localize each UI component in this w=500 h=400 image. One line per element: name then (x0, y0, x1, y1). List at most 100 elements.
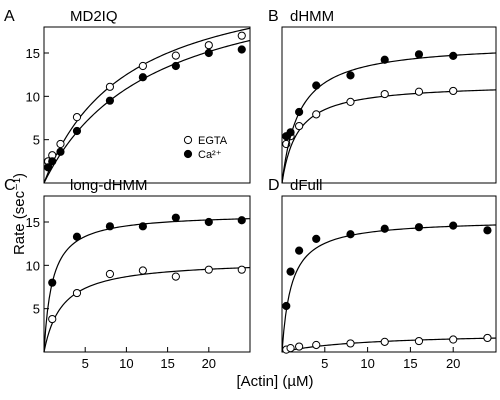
panel-a-point-calcium (72, 126, 82, 136)
panel-d-point-egta (414, 336, 424, 346)
panel-a-point-egta (171, 51, 180, 60)
panel-c-ytick-label: 5 (33, 302, 40, 317)
panel-a: A MD2IQ 5 10 15 (4, 8, 251, 184)
panel-c-xtick-label: 10 (119, 356, 133, 371)
panel-b-point-calcium (295, 107, 304, 117)
panel-c-title: long-dHMM (70, 177, 148, 194)
panel-a-point-egta (237, 31, 246, 40)
panel-c-point-egta (237, 265, 246, 274)
panel-c-point-calcium (48, 278, 57, 287)
panel-c-point-calcium (171, 213, 180, 222)
panel-d-point-egta (483, 333, 492, 343)
panel-b-frame (281, 26, 497, 184)
panel-a-point-egta (56, 139, 65, 149)
panel-c-point-calcium (105, 222, 115, 231)
panel-c-xtick-label: 5 (82, 356, 89, 371)
panel-c-fit-egta (43, 266, 251, 353)
panel-c-point-egta (138, 266, 147, 275)
panel-d-point-egta (286, 344, 295, 353)
panel-c-point-egta (48, 314, 57, 324)
panel-d-point-egta (312, 340, 321, 350)
panel-b-point-egta (380, 89, 389, 99)
panel-b-point-calcium (346, 71, 355, 80)
panel-c-point-egta (171, 272, 180, 281)
panel-a-point-calcium (204, 48, 213, 58)
panel-d-xtick-label: 5 (321, 356, 328, 371)
panel-b-point-calcium (449, 51, 458, 60)
panel-a-point-calcium (44, 163, 53, 172)
panel-c-point-egta (105, 269, 115, 279)
panel-d-letter: D (268, 177, 280, 194)
panel-a-title: MD2IQ (70, 8, 118, 25)
panel-b-point-egta (449, 86, 458, 96)
y-axis-title: Rate (sec⁻¹) (11, 173, 28, 255)
panel-b-point-egta (295, 121, 304, 131)
panel-c-ytick-label: 15 (26, 215, 40, 230)
legend-label-calcium: Ca²⁺ (198, 149, 222, 161)
panel-d-xtick-label: 10 (360, 356, 374, 371)
panel-d-point-calcium (312, 234, 321, 243)
panel-a-point-calcium (48, 157, 57, 166)
panel-a-point-calcium (105, 96, 115, 105)
panel-d-point-calcium (282, 301, 291, 311)
panel-c-point-calcium (72, 232, 82, 241)
panel-d-point-calcium (346, 230, 355, 239)
panel-c-point-calcium (138, 222, 147, 231)
panel-b-point-calcium (414, 50, 424, 59)
panel-c-ytick-label: 10 (26, 258, 40, 273)
panel-a-ytick-label: 5 (33, 133, 40, 148)
legend-label-egta: EGTA (198, 135, 228, 147)
panel-a-point-egta (105, 82, 115, 91)
panel-c-xtick-label: 20 (202, 356, 216, 371)
panel-a-point-calcium (171, 61, 180, 71)
panel-b-point-egta (346, 97, 355, 106)
panel-d-point-calcium (295, 246, 304, 255)
panel-d-xtick-label: 20 (446, 356, 460, 371)
panel-b-letter: B (268, 8, 279, 25)
panel-d-point-egta (380, 337, 389, 346)
panel-d-xtick-label: 15 (403, 356, 417, 371)
legend-marker-open-circle (183, 135, 193, 145)
panel-c-point-calcium (204, 217, 213, 227)
panel-d-point-calcium (380, 224, 389, 233)
panel-b-point-calcium (286, 128, 295, 137)
legend: EGTA Ca²⁺ (183, 135, 228, 161)
panel-b-point-calcium (380, 55, 389, 64)
panel-a-ytick-label: 15 (26, 46, 40, 61)
panel-a-point-calcium (237, 45, 246, 54)
panel-c-point-egta (72, 288, 82, 298)
panel-c-xtick-label: 15 (160, 356, 174, 371)
panel-a-point-egta (72, 113, 82, 122)
panel-a-ytick-label: 10 (26, 89, 40, 104)
panel-b-point-calcium (312, 81, 321, 90)
panel-d-point-calcium (449, 221, 458, 230)
panel-d-point-egta (346, 339, 355, 348)
panel-d-point-egta (449, 335, 458, 344)
panel-c-frame (43, 195, 251, 353)
panel-a-point-egta (138, 61, 147, 71)
panel-a-fit-calcium (43, 39, 251, 184)
panel-c-point-calcium (237, 216, 246, 225)
panel-d-point-calcium (483, 226, 492, 235)
panel-a-point-egta (204, 41, 213, 50)
panel-d-point-egta (295, 342, 304, 351)
panel-c-point-egta (204, 265, 213, 274)
panel-a-point-calcium (138, 73, 147, 82)
panel-d-title: dFull (290, 177, 323, 194)
panel-d-point-calcium (414, 223, 424, 232)
panel-b-point-egta (414, 87, 424, 96)
panel-a-letter: A (4, 8, 15, 25)
panel-d-frame (281, 195, 497, 353)
panel-a-frame (43, 26, 251, 184)
panel-b-point-egta (312, 110, 321, 119)
panel-c-letter: C (4, 177, 16, 194)
legend-marker-filled-circle (183, 149, 193, 159)
x-axis-title: [Actin] (µM) (237, 373, 314, 390)
panel-b-title: dHMM (290, 8, 334, 25)
panel-a-point-calcium (56, 147, 65, 156)
panel-d-fit-calcium (281, 224, 497, 353)
